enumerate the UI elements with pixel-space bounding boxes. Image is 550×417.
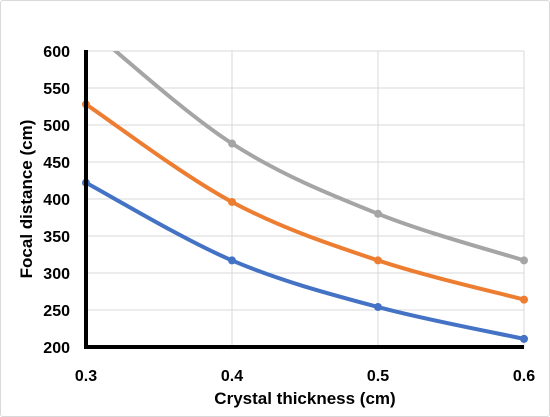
grid-lines <box>86 50 525 347</box>
x-tick-label-2: 0.5 <box>367 368 389 385</box>
data-point-1-3 <box>520 295 528 304</box>
y-tick-label-1: 250 <box>43 303 70 320</box>
series-line-2 <box>86 180 524 341</box>
x-tick-label-3: 0.6 <box>513 368 535 385</box>
y-tick-label-4: 400 <box>43 192 70 209</box>
y-tick-label-8: 600 <box>43 44 70 61</box>
series-group <box>86 51 524 341</box>
axes <box>84 50 524 349</box>
x-tick-label-1: 0.4 <box>221 368 243 385</box>
y-tick-label-6: 500 <box>43 118 70 135</box>
points-group <box>82 100 528 343</box>
y-tick-labels: 200 250 300 350 400 450 500 550 600 <box>43 44 70 357</box>
x-tick-label-0: 0.3 <box>75 368 97 385</box>
y-tick-label-5: 450 <box>43 155 70 172</box>
data-point-2-2 <box>374 303 382 312</box>
x-axis-title: Crystal thickness (cm) <box>214 389 395 408</box>
y-tick-label-2: 300 <box>43 266 70 283</box>
data-point-2-1 <box>228 256 236 265</box>
data-point-0-3 <box>520 256 528 265</box>
x-tick-labels: 0.3 0.4 0.5 0.6 <box>75 368 535 385</box>
series-line-1 <box>86 102 524 302</box>
y-axis-title: Focal distance (cm) <box>17 120 36 279</box>
data-point-2-3 <box>520 334 528 343</box>
y-tick-label-7: 550 <box>43 81 70 98</box>
data-point-0-2 <box>374 209 382 218</box>
series-line-0 <box>112 51 524 263</box>
data-point-1-1 <box>228 197 236 206</box>
y-tick-label-3: 350 <box>43 229 70 246</box>
y-tick-label-0: 200 <box>43 340 70 357</box>
data-point-1-2 <box>374 256 382 265</box>
data-point-0-1 <box>228 139 236 148</box>
